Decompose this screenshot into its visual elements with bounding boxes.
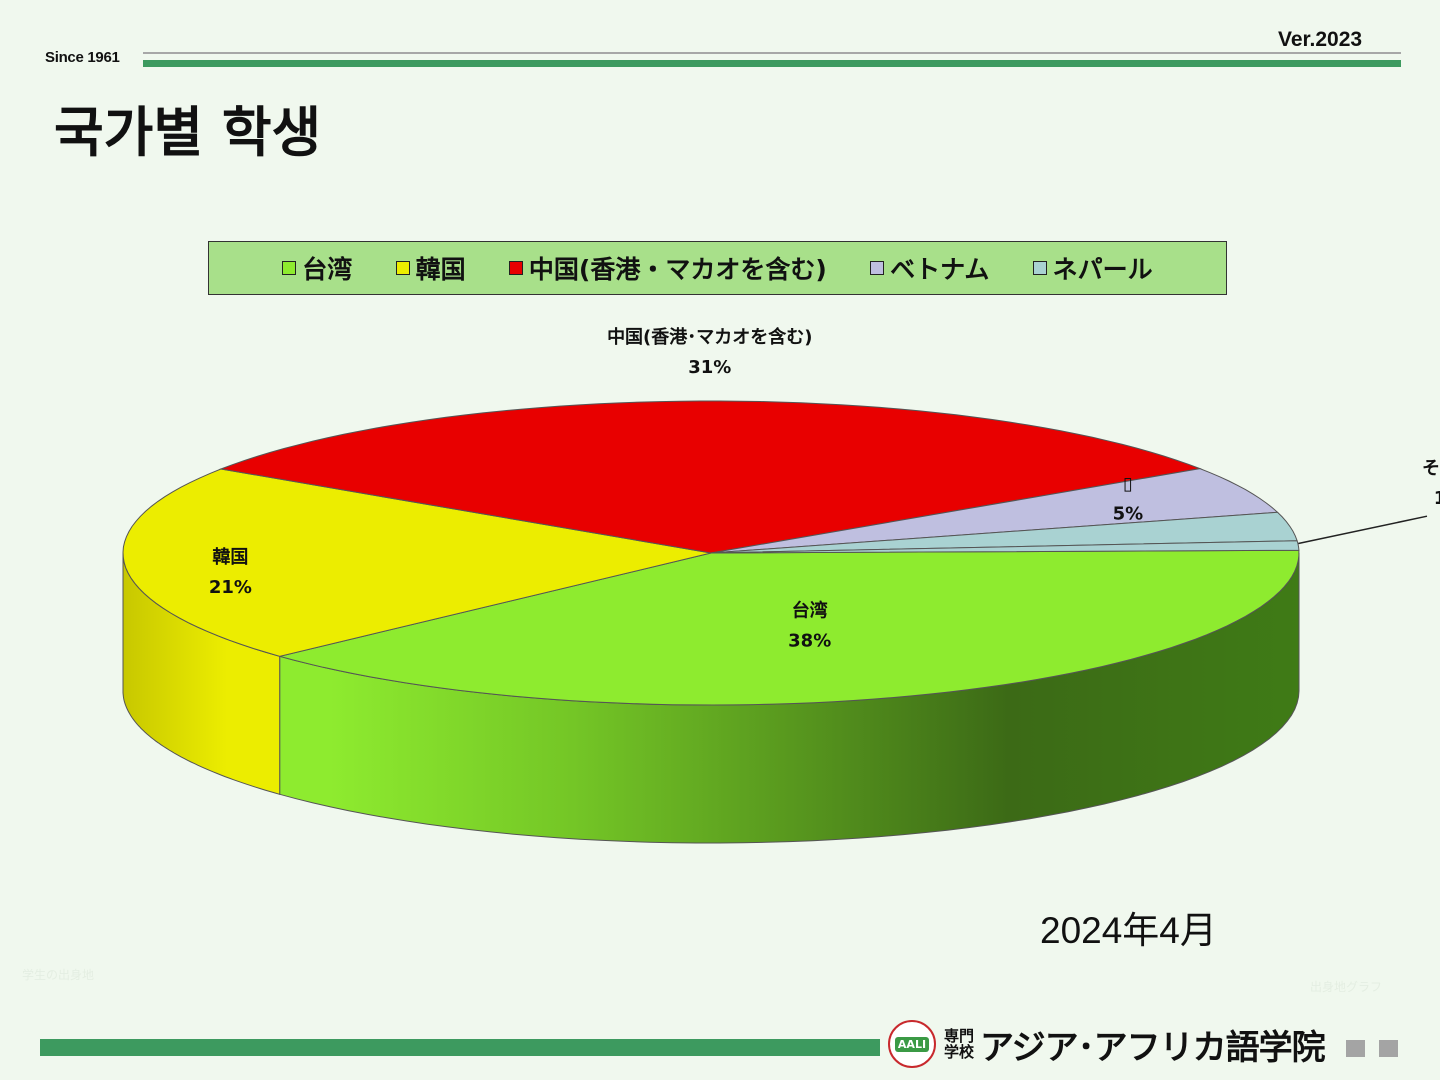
legend-swatch [395,261,410,275]
slice-data-label: 31% [688,357,731,378]
slice-data-label: 38% [788,631,831,652]
logo-school-name: アジア･アフリカ語学院 [980,1027,1326,1068]
decor-square [1379,1040,1398,1057]
pie-slice [218,400,1202,554]
slice-data-label: ▯ [1123,474,1133,495]
legend-swatch [508,261,523,275]
slice-data-label: 21% [209,577,252,598]
pie-slice [710,468,1279,554]
pie-slice [710,511,1298,554]
since-label: Since 1961 [45,49,120,66]
legend-item-china: 中国(香港・マカオを含む) [508,250,827,286]
bottom-divider [40,1039,880,1056]
decor-square [1346,1040,1365,1057]
chart-legend: 台湾 韓国 中国(香港・マカオを含む) ベトナム ネパール [208,241,1227,295]
legend-label: ベトナム [890,255,990,284]
legend-swatch [1032,261,1047,275]
legend-swatch [282,261,297,275]
faint-caption-left: 学生の出身地 [22,968,95,982]
pie-slice [710,540,1300,554]
slice-data-label: 韓国 [212,546,248,568]
page-title: 국가별 학생 [54,101,322,164]
legend-item-vietnam: ベトナム [870,250,989,286]
legend-swatch [870,261,885,275]
legend-item-korea: 韓国 [395,250,466,286]
pie-top-slices [122,400,1300,706]
legend-label: 台湾 [302,255,353,284]
school-logo: AALI 専門 学校 アジア･アフリカ語学院 [888,1020,1334,1068]
logo-emblem-icon: AALI [888,1020,936,1068]
leader-line [1298,515,1428,545]
slice-data-label: 1% [1434,488,1440,509]
slice-data-label: 台湾 [792,600,828,622]
top-divider-thick [143,60,1401,67]
logo-school-type: 専門 学校 [944,1028,976,1060]
logo-small-line: 専門 [944,1027,975,1045]
logo-small-line: 学校 [944,1043,975,1061]
slice-data-label: 5% [1113,504,1144,525]
pie-slice [122,468,712,657]
legend-item-nepal: ネパール [1032,250,1153,286]
pie-slice [279,549,1300,706]
version-label: Ver.2023 [1278,28,1363,51]
pie-data-labels: 台湾 38% 韓国 21% 中国(香港･マカオを含む) 31% ▯ 5% その他 1% [209,326,1440,652]
slice-data-label: その他 [1422,457,1440,479]
legend-label: 中国(香港・マカオを含む) [528,255,827,284]
logo-emblem-text: AALI [894,1036,930,1052]
legend-label: 韓国 [415,255,466,284]
legend-item-taiwan: 台湾 [282,250,352,286]
top-divider-thin [143,52,1401,54]
date-label: 2024年4月 [1040,910,1217,951]
legend-label: ネパール [1052,255,1153,284]
slice-data-label: 中国(香港･マカオを含む) [607,326,812,348]
faint-caption-right: 出身地グラフ [1310,980,1383,994]
